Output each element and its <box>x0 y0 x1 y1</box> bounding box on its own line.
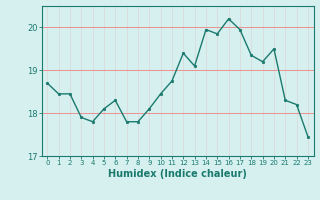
X-axis label: Humidex (Indice chaleur): Humidex (Indice chaleur) <box>108 169 247 179</box>
